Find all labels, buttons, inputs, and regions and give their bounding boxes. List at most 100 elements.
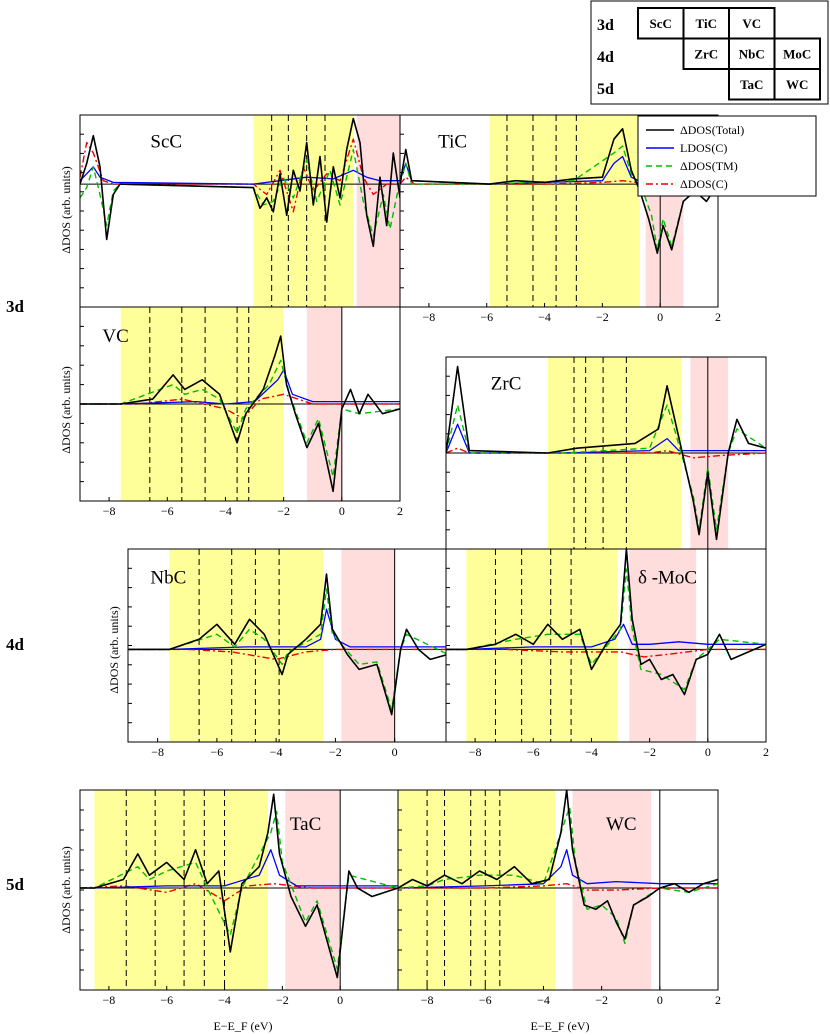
panel-title: ScC — [150, 132, 182, 153]
series-line-total — [128, 573, 448, 716]
series-line-ldos_c — [80, 166, 400, 185]
panel-scc: ScC — [79, 114, 401, 308]
x-tick-label: −2 — [277, 504, 290, 518]
panel-plot-area — [80, 790, 398, 990]
row-label-3d: 3d — [6, 297, 25, 316]
x-tick-label: −8 — [421, 993, 434, 1007]
x-tick-label: 0 — [705, 745, 711, 759]
panel-plot-area — [446, 549, 766, 742]
series-line-ldos_c — [128, 608, 448, 651]
x-tick-label: −2 — [595, 993, 608, 1007]
series-line-total — [446, 549, 766, 696]
panel-nbc: −8 −6 −4 −2 0 NbC — [127, 548, 449, 759]
table-cell-label: TiC — [696, 16, 717, 31]
x-tick-label: −4 — [538, 310, 551, 324]
x-tick-label: −8 — [423, 310, 436, 324]
panel-plot-area — [80, 115, 400, 307]
panels: ScC −8 −6 −4 −2 0 2 TiC −8 −6 −4 −2 0 2 VC ZrC −8 −6 −4 −2 0… — [79, 114, 817, 1007]
pink-band — [629, 549, 697, 742]
legend-label: LDOS(C) — [680, 141, 727, 155]
table-cell — [682, 37, 730, 70]
series-line-c — [80, 883, 398, 902]
table-row-label-3d: 3d — [597, 17, 614, 34]
series-line-total — [80, 793, 398, 979]
table-cell-label: NbC — [739, 47, 765, 62]
x-tick-label: −6 — [527, 745, 540, 759]
panel-title: VC — [102, 326, 128, 347]
x-tick-label: −4 — [537, 993, 550, 1007]
series-line-total — [400, 128, 718, 254]
x-tick-label: 0 — [339, 504, 345, 518]
series-line-ldos_c — [398, 849, 718, 889]
x-tick-label: −6 — [210, 745, 223, 759]
series-line-c — [446, 447, 766, 459]
legend: ΔDOS(Total) LDOS(C) ΔDOS(TM) ΔDOS(C) — [637, 115, 817, 197]
table-cell — [773, 68, 821, 101]
x-tick-label: −6 — [479, 993, 492, 1007]
series-line-total — [398, 790, 718, 940]
pink-band — [356, 115, 400, 307]
x-tick-label: −8 — [151, 745, 164, 759]
table-cells: ScC TiC VC ZrC NbC MoC TaC WC — [637, 7, 821, 101]
table-row-label-5d: 5d — [597, 81, 614, 98]
series-line-c — [398, 883, 718, 891]
panel-tac: −8 −6 −4 −2 0 TaC — [79, 789, 399, 1007]
pink-band — [341, 549, 395, 742]
table-cell-label: VC — [742, 16, 761, 31]
x-tick-label: 2 — [763, 745, 769, 759]
table-cell-label: TaC — [740, 77, 763, 92]
x-tick-label: −4 — [219, 504, 232, 518]
table-cell — [728, 68, 776, 101]
yellow-band — [398, 790, 556, 990]
series-line-ldos_c — [446, 623, 766, 651]
x-tick-label: 2 — [397, 504, 403, 518]
x-tick-label: 0 — [657, 993, 663, 1007]
series-line-tm — [80, 359, 400, 478]
x-tick-label: −8 — [469, 745, 482, 759]
x-tick-label: −2 — [329, 745, 342, 759]
yellow-band — [489, 115, 640, 307]
x-tick-label: −4 — [270, 745, 283, 759]
ylabel-row1: ΔDOS (arb. units) — [59, 166, 73, 253]
panel-title: δ -MoC — [638, 568, 697, 589]
yellow-band — [94, 790, 268, 990]
panel-vc: −8 −6 −4 −2 0 2 VC — [79, 306, 403, 518]
table-cell — [637, 7, 685, 40]
x-tick-label: −2 — [596, 310, 609, 324]
table-cell-label: ZrC — [694, 47, 718, 62]
x-tick-label: −4 — [585, 745, 598, 759]
x-tick-label: 2 — [715, 993, 721, 1007]
x-tick-label: −6 — [480, 310, 493, 324]
series-line-ldos_c — [80, 369, 400, 405]
panel-title: ZrC — [491, 374, 522, 395]
panel-plot-area — [128, 549, 448, 742]
x-tick-label: −6 — [161, 504, 174, 518]
xlabel-right: E−E_F (eV) — [530, 1019, 589, 1033]
panel-wc: −8 −6 −4 −2 0 2 WC — [397, 789, 721, 1007]
element-table: 3d 4d 5d ScC TiC VC ZrC NbC MoC TaC WC — [590, 0, 829, 105]
x-tick-label: 2 — [715, 310, 721, 324]
series-line-tm — [80, 148, 400, 237]
series-line-total — [80, 335, 400, 493]
series-line-total — [446, 365, 766, 541]
yellow-band — [253, 115, 354, 307]
panel-moc: −8 −6 −4 −2 0 2 δ -MoC — [445, 548, 769, 759]
x-tick-label: −4 — [218, 993, 231, 1007]
x-tick-label: 0 — [392, 745, 398, 759]
x-tick-label: −6 — [160, 993, 173, 1007]
x-tick-label: −2 — [643, 745, 656, 759]
ylabel-row4: ΔDOS (arb. units) — [59, 846, 73, 933]
panel-title: TiC — [438, 132, 467, 153]
series-line-total — [80, 117, 400, 248]
panel-title: NbC — [150, 568, 186, 589]
panel-plot-area — [446, 357, 766, 549]
table-row-label-4d: 4d — [597, 49, 614, 66]
row-label-4d: 4d — [6, 635, 25, 654]
series-line-ldos_c — [80, 849, 398, 889]
x-tick-label: 0 — [657, 310, 663, 324]
panel-title: TaC — [290, 814, 321, 835]
row-label-5d: 5d — [6, 875, 25, 894]
series-line-c — [80, 138, 400, 213]
panel-zrc: ZrC — [445, 356, 767, 550]
legend-label: ΔDOS(C) — [680, 177, 728, 191]
